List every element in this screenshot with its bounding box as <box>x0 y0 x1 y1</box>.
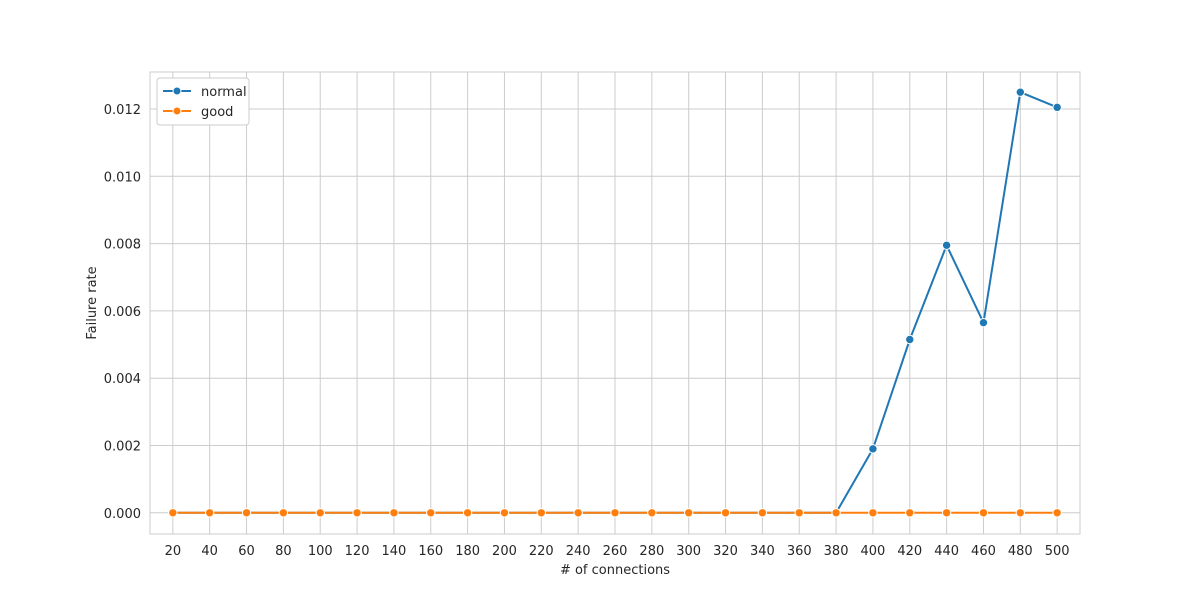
y-tick-label: 0.008 <box>104 238 141 253</box>
x-axis-label: # of connections <box>560 563 670 578</box>
legend-label-normal: normal <box>201 85 247 100</box>
data-point-normal <box>1052 102 1062 113</box>
x-tick-label: 500 <box>1045 544 1070 559</box>
data-point-good <box>278 508 289 518</box>
x-tick-label: 360 <box>787 544 812 559</box>
data-point-normal <box>1015 87 1026 97</box>
data-point-good <box>905 508 915 518</box>
legend: normal good <box>156 77 250 126</box>
x-tick-label: 200 <box>492 544 517 559</box>
data-point-good <box>426 508 436 518</box>
y-tick-label: 0.006 <box>104 305 141 320</box>
x-tick-label: 80 <box>275 544 292 559</box>
legend-label-good: good <box>201 105 233 120</box>
legend-marker-normal <box>172 86 182 96</box>
x-tick-label: 260 <box>603 544 628 559</box>
x-tick-label: 220 <box>529 544 554 559</box>
x-tick-label: 140 <box>382 544 407 559</box>
data-point-good <box>941 508 952 518</box>
data-point-good <box>610 508 620 518</box>
x-tick-label: 400 <box>861 544 886 559</box>
x-tick-label: 340 <box>750 544 775 559</box>
x-tick-label: 280 <box>639 544 664 559</box>
x-tick-label: 240 <box>566 544 591 559</box>
data-point-good <box>499 508 510 518</box>
y-tick-label: 0.010 <box>104 170 141 185</box>
data-point-normal <box>941 240 952 250</box>
y-tick-label: 0.004 <box>104 372 141 387</box>
data-point-good <box>352 508 362 518</box>
x-tick-label: 480 <box>1008 544 1033 559</box>
y-tick-label: 0.000 <box>104 507 141 522</box>
data-point-good <box>168 508 178 518</box>
y-tick-label: 0.002 <box>104 440 141 455</box>
x-tick-label: 180 <box>455 544 480 559</box>
x-tick-label: 40 <box>201 544 218 559</box>
data-point-good <box>1015 508 1026 518</box>
x-tick-label: 420 <box>897 544 922 559</box>
data-point-good <box>204 508 215 518</box>
tick-labels: 20 40 60 80 100 120 140 160 180 200 220 240 260 280 30… <box>104 103 1070 559</box>
data-point-good <box>978 508 989 518</box>
data-point-good <box>241 508 252 518</box>
data-point-good <box>389 508 399 518</box>
x-tick-label: 460 <box>971 544 996 559</box>
data-point-good <box>573 508 583 518</box>
x-tick-label: 100 <box>308 544 333 559</box>
data-point-normal <box>905 334 915 345</box>
y-tick-label: 0.012 <box>104 103 141 118</box>
y-axis-label: Failure rate <box>85 266 100 339</box>
legend-marker-good <box>172 106 182 116</box>
x-tick-label: 160 <box>418 544 443 559</box>
data-point-good <box>868 508 878 518</box>
series-layer <box>168 87 1062 518</box>
x-tick-label: 120 <box>345 544 370 559</box>
data-point-good <box>647 508 657 518</box>
x-tick-label: 300 <box>676 544 701 559</box>
x-tick-label: 60 <box>238 544 255 559</box>
data-point-good <box>315 508 325 518</box>
x-tick-label: 380 <box>824 544 849 559</box>
data-point-good <box>720 508 731 518</box>
data-point-normal <box>868 444 878 454</box>
data-point-good <box>794 508 804 518</box>
data-point-good <box>757 508 768 518</box>
data-point-good <box>683 508 694 518</box>
data-point-good <box>462 508 473 518</box>
data-point-normal <box>978 317 989 328</box>
x-tick-label: 20 <box>165 544 182 559</box>
data-point-good <box>831 508 841 518</box>
data-point-good <box>536 508 547 518</box>
x-tick-label: 440 <box>934 544 959 559</box>
data-point-good <box>1052 508 1062 518</box>
x-tick-label: 320 <box>713 544 738 559</box>
